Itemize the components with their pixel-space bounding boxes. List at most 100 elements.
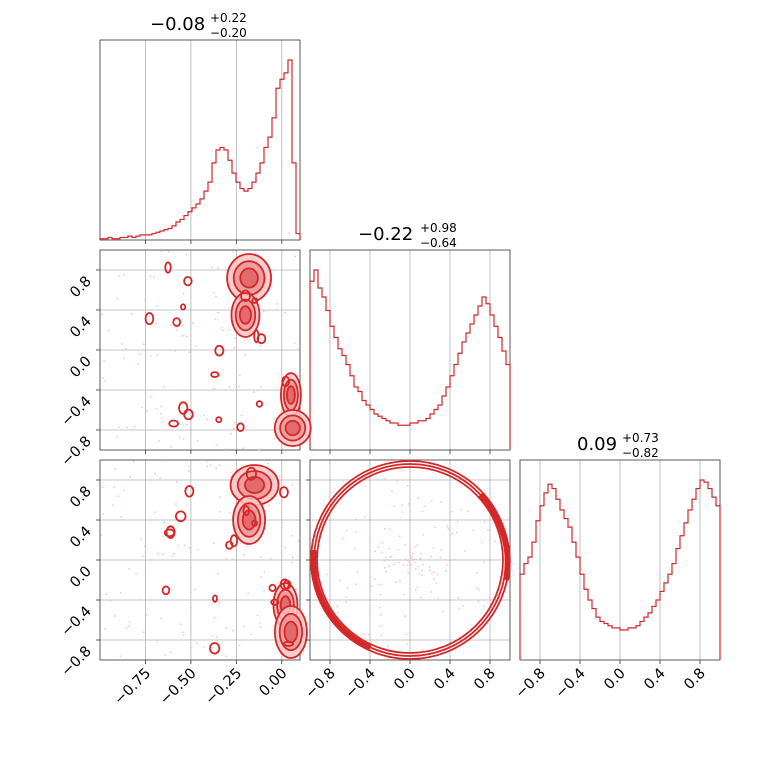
scatter-point (158, 439, 160, 442)
scatter-point (225, 557, 228, 560)
contour-island (268, 583, 277, 592)
ytick-label-row1-1: −0.4 (59, 394, 95, 430)
scatter-point (373, 578, 376, 581)
scatter-point (244, 354, 247, 357)
scatter-point (125, 627, 128, 630)
scatter-point (149, 395, 152, 398)
scatter-point (430, 591, 433, 593)
scatter-point (185, 253, 188, 256)
scatter-point (170, 588, 173, 591)
title-minus-2: −0.82 (622, 446, 659, 460)
scatter-point (219, 510, 221, 513)
scatter-point (119, 655, 122, 658)
scatter-point (338, 579, 341, 582)
axis-frame (99, 39, 301, 241)
scatter-point (170, 324, 173, 327)
contour-island (175, 510, 187, 523)
contour-island (180, 303, 187, 311)
scatter-point (407, 502, 410, 505)
scatter-point (174, 349, 177, 352)
scatter-point (346, 587, 349, 590)
contour-island (279, 578, 290, 591)
scatter-point (190, 607, 193, 610)
scatter-point (140, 406, 143, 409)
scatter-point (458, 607, 461, 610)
scatter-point (411, 552, 414, 555)
scatter-point (401, 511, 404, 514)
contour-island (236, 422, 245, 432)
scatter-point (164, 654, 167, 657)
scatter-point (370, 585, 373, 587)
scatter-point (383, 559, 386, 562)
scatter-point (220, 327, 223, 329)
scatter-point (374, 550, 377, 553)
scatter-point (114, 468, 117, 470)
scatter-point (480, 541, 483, 544)
scatter-point (410, 564, 413, 566)
scatter-point (390, 556, 393, 558)
scatter-point (206, 465, 208, 468)
scatter-point (409, 565, 411, 567)
contour-line-2-2 (286, 385, 296, 405)
scatter-point (445, 564, 448, 567)
scatter-point (142, 555, 145, 558)
scatter-point (183, 544, 186, 547)
scatter-point (116, 435, 119, 438)
scatter-point (217, 572, 220, 575)
scatter-point (234, 337, 237, 340)
scatter-point (432, 546, 435, 549)
scatter-point (393, 563, 395, 566)
scatter-point (203, 646, 206, 649)
contour-island (178, 401, 189, 415)
scatter-point (388, 565, 390, 568)
scatter-point (329, 563, 332, 565)
scatter-point (409, 556, 412, 559)
contour-fill-2-2 (286, 386, 295, 404)
scatter-point (483, 560, 486, 563)
scatter-point (133, 425, 136, 428)
scatter-point (160, 617, 163, 620)
scatter-point (337, 611, 339, 614)
scatter-point (155, 407, 158, 410)
scatter-point (464, 550, 466, 552)
scatter-point (368, 633, 370, 636)
scatter-point (298, 347, 300, 350)
scatter-point (384, 556, 387, 559)
scatter-point (435, 582, 438, 585)
scatter-point (215, 636, 218, 638)
scatter-point (163, 521, 165, 524)
title-value-1: −0.22 (358, 224, 413, 245)
scatter-point (173, 552, 176, 555)
scatter-point (401, 504, 404, 507)
title-minus-0: −0.20 (210, 26, 247, 40)
scatter-point (345, 529, 348, 532)
scatter-point (420, 569, 423, 572)
scatter-point (211, 266, 213, 268)
scatter-point (391, 490, 393, 493)
contour-island (255, 400, 264, 408)
scatter-point (182, 324, 185, 327)
scatter-point (259, 625, 262, 628)
xtick-label-col2-3: 0.4 (641, 666, 669, 694)
scatter-point (179, 623, 182, 626)
scatter-point (111, 504, 114, 507)
scatter-point (232, 428, 235, 430)
contour-island (144, 312, 155, 326)
scatter-point (160, 250, 163, 253)
scatter-point (476, 572, 478, 574)
title-param-1: −0.22 +0.98 −0.64 (358, 221, 457, 250)
xtick-label-col2-4: 0.8 (681, 666, 709, 694)
scatter-point (188, 547, 191, 549)
scatter-point (213, 616, 216, 619)
contour-fill-3-2 (284, 621, 298, 643)
scatter-point (381, 551, 384, 554)
scatter-point (182, 292, 185, 295)
contour-island (165, 525, 176, 539)
scatter-point (387, 645, 390, 648)
xtick-label-col2-2: 0.0 (601, 666, 629, 694)
scatter-point (402, 593, 405, 596)
scatter-point (182, 437, 185, 440)
scatter-point (225, 448, 228, 451)
scatter-point (159, 477, 162, 480)
scatter-point (439, 556, 442, 559)
